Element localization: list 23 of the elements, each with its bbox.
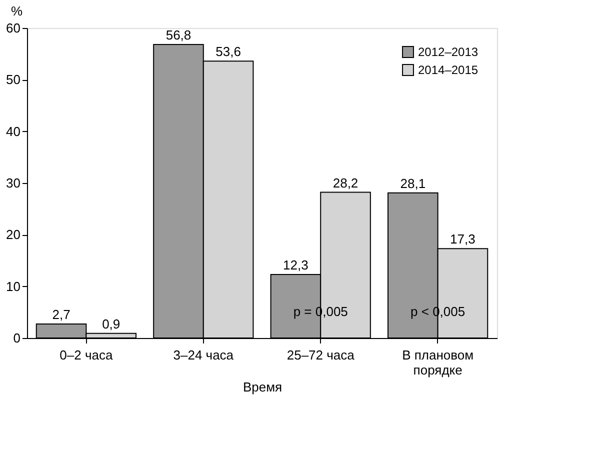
- y-tick-label: 30: [6, 176, 20, 190]
- y-tick-label: 50: [6, 72, 20, 88]
- x-axis-title: Время: [242, 380, 282, 394]
- data-label: 17,3: [450, 232, 476, 247]
- legend-label: 2014–2015: [418, 63, 478, 77]
- x-tick-label: В плановом порядке: [402, 348, 474, 378]
- data-label: 2,7: [52, 307, 70, 322]
- data-label: 56,8: [166, 28, 192, 43]
- x-tick-label: 0–2 часа: [60, 348, 114, 362]
- y-tick-label: 20: [6, 227, 20, 242]
- legend-label: 2012–2013: [418, 45, 478, 59]
- y-tick-label: 0: [13, 330, 20, 346]
- data-label: 0,9: [102, 316, 120, 332]
- data-label: 28,2: [332, 175, 358, 190]
- y-axis-title: %: [10, 4, 23, 18]
- data-label: 28,1: [400, 176, 426, 191]
- x-tick-label: 25–72 часа: [286, 348, 356, 362]
- y-tick-label: 60: [6, 20, 20, 36]
- y-tick-label: 10: [6, 278, 20, 294]
- x-tick-label: 3–24 часа: [173, 348, 234, 362]
- data-label: 12,3: [283, 257, 308, 272]
- y-tick-label: 40: [6, 124, 20, 139]
- data-label: 53,6: [216, 44, 241, 60]
